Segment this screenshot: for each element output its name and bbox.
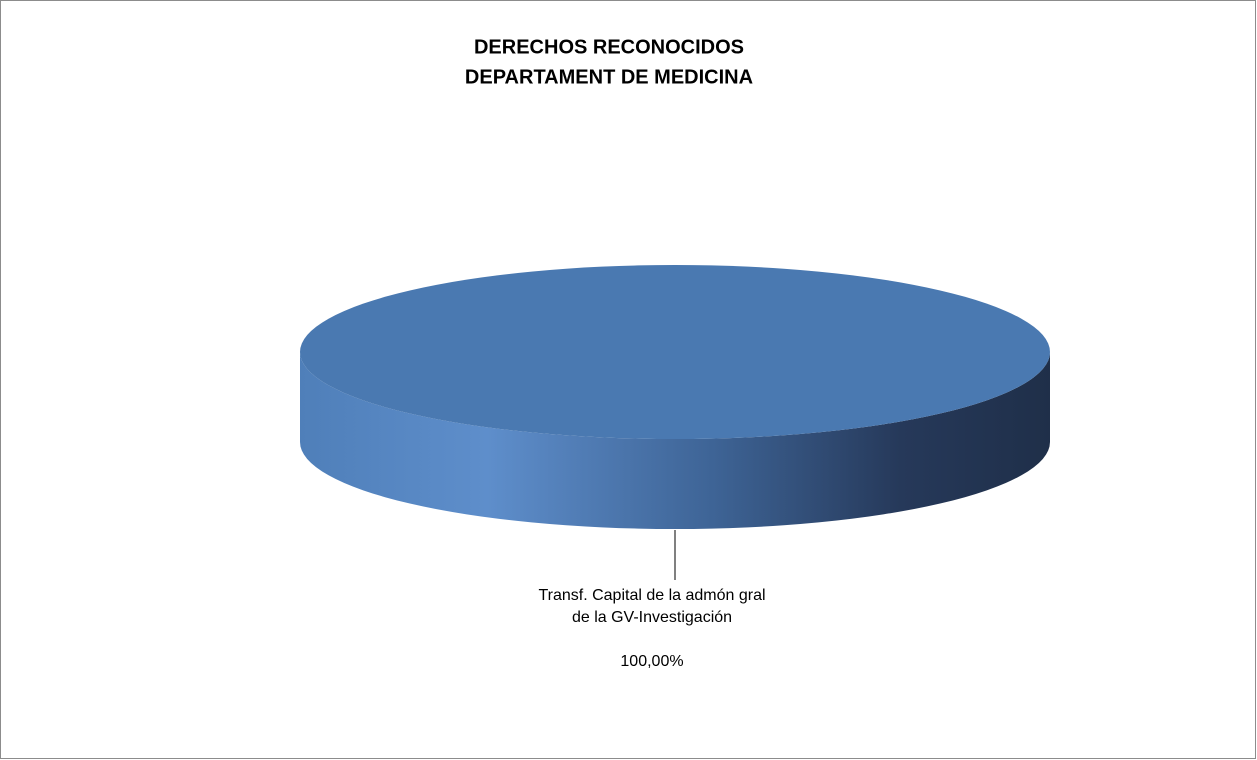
slice-value-label: 100,00%	[620, 653, 684, 670]
chart-title: DERECHOS RECONOCIDOS	[474, 36, 744, 58]
chart-title: DEPARTAMENT DE MEDICINA	[465, 66, 753, 88]
slice-side	[300, 352, 1050, 529]
slice-label: Transf. Capital de la admón gral de la G…	[538, 587, 766, 626]
slice	[300, 265, 1050, 439]
